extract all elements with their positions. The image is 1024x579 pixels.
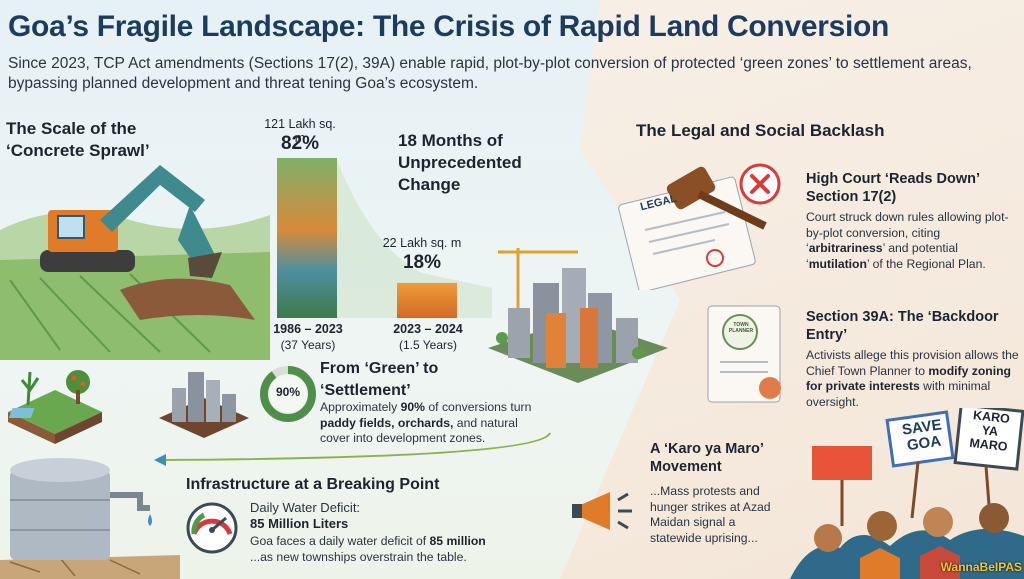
infra-text: Goa faces a daily water deficit of 85 mi… [250,534,486,564]
gauge-label: 90% [275,385,301,399]
court-heading: High Court ‘Reads Down’ Section 17(2) [806,171,980,205]
infra-value: 85 Million Liters [250,516,349,531]
protest-sign-karo-ya-maro: KARO YA MARO [968,408,1011,454]
bar2-percent-label: 18% [402,252,442,273]
watermark: WannaBeIPAS [940,560,1022,574]
infra-label: Daily Water Deficit: [250,500,361,515]
bar2-area-label: 22 Lakh sq. m [382,236,462,250]
s39-text: Activists allege this provision allows t… [806,348,1019,409]
bar-1986-2023 [277,158,337,318]
farmland-icon [8,370,102,444]
subtitle: Since 2023, TCP Act amendments (Sections… [8,55,972,92]
change-heading: 18 Months of Unprecedented Change [398,131,522,194]
megaphone-icon [572,492,632,530]
bar-2023-2024 [397,282,457,318]
green-heading: From ‘Green’ to ‘Settlement’ [320,360,439,399]
meter-gauge-icon [186,502,238,554]
bar1-percent-label: 82% [280,133,320,154]
bar2-period: 2023 – 2024 [393,322,463,336]
water-tank-illustration [0,458,180,579]
scale-heading: The Scale of the ‘Concrete Sprawl’ [6,119,150,160]
protest-crowd-illustration [790,408,1024,579]
green-text: Approximately 90% of conversions turn pa… [320,400,532,445]
bar1-area-label: 121 Lakh sq. m [264,117,336,145]
bar2-duration: (1.5 Years) [398,338,458,352]
conversion-bar-chart [277,158,492,318]
movement-text: ...Mass protests and hunger strikes at A… [650,484,771,545]
infra-heading: Infrastructure at a Breaking Point [186,476,440,493]
planning-document-icon [707,305,781,403]
s39-heading: Section 39A: The ‘Backdoor Entry’ [806,309,999,343]
gavel-document-illustration [618,166,767,290]
city-illustration [488,248,668,383]
page-title: Goa’s Fragile Landscape: The Crisis of R… [8,10,890,43]
flow-arrow [154,432,551,466]
bar1-duration: (37 Years) [280,338,336,352]
buildings-icon [159,372,249,438]
court-text: Court struck down rules allowing plot-by… [806,210,1009,271]
legal-heading: The Legal and Social Backlash [636,121,885,140]
stamp-text: TOWN PLANNER [728,322,754,334]
movement-heading: A ‘Karo ya Maro’ Movement [650,441,764,475]
excavator-illustration [0,165,270,360]
bar1-period: 1986 – 2023 [273,322,343,336]
gauge-90-icon [260,366,316,422]
cross-icon [739,163,781,205]
